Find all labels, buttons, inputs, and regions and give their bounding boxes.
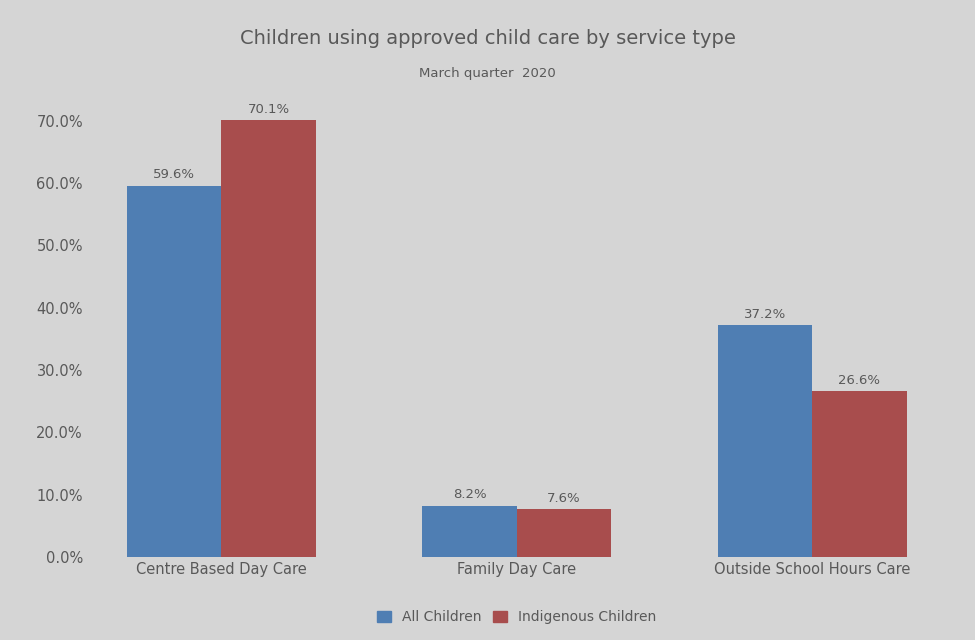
Text: Children using approved child care by service type: Children using approved child care by se… (240, 29, 735, 48)
Bar (517, 509, 611, 557)
Bar (812, 391, 907, 557)
Text: March quarter  2020: March quarter 2020 (419, 67, 556, 80)
Bar (422, 506, 517, 557)
Text: 8.2%: 8.2% (452, 488, 487, 501)
Text: 70.1%: 70.1% (248, 103, 290, 116)
Text: 26.6%: 26.6% (838, 374, 880, 387)
Bar (127, 186, 221, 557)
Legend: All Children, Indigenous Children: All Children, Indigenous Children (377, 611, 656, 625)
Text: 7.6%: 7.6% (547, 492, 581, 505)
Bar (221, 120, 316, 557)
Bar (718, 325, 812, 557)
Text: 59.6%: 59.6% (153, 168, 195, 181)
Text: 37.2%: 37.2% (744, 308, 786, 321)
